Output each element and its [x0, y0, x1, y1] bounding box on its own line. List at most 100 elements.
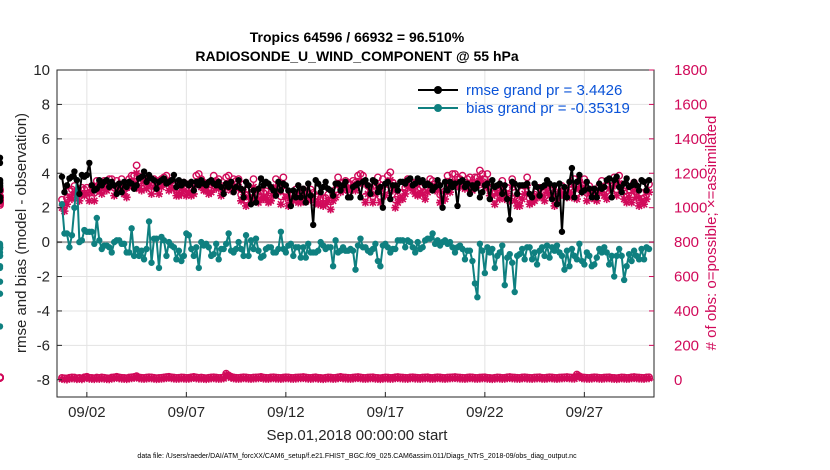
assimilated-marker — [179, 186, 188, 195]
rmse-point — [374, 188, 382, 196]
assimilated-marker — [132, 169, 141, 178]
rmse-point — [484, 180, 491, 187]
rmse-point — [640, 178, 648, 186]
bias-point — [593, 254, 600, 261]
rmse-point — [337, 187, 344, 194]
rmse-point — [394, 187, 401, 194]
bias-point — [489, 245, 496, 253]
assimilated-marker — [398, 195, 407, 204]
rmse-point — [319, 183, 327, 191]
rmse-point — [431, 183, 439, 191]
y-axis-label: rmse and bias (model - observation) — [13, 113, 30, 353]
assimilated-marker — [85, 196, 94, 205]
rejected-marker — [219, 374, 228, 383]
rmse-point — [302, 199, 309, 206]
bias-point — [88, 228, 96, 235]
bias-point — [531, 249, 538, 256]
rejected-marker — [575, 373, 584, 382]
assimilated-marker — [97, 189, 106, 198]
rmse-point — [160, 175, 168, 182]
rmse-point — [86, 159, 93, 167]
bias-point — [613, 252, 620, 260]
rejected-marker — [0, 373, 4, 382]
y2-tick-label: 400 — [674, 303, 699, 320]
y2-tick-label: 1400 — [674, 131, 707, 148]
bias-point — [175, 247, 183, 254]
y2-tick-label: 1800 — [674, 62, 707, 79]
rmse-point — [372, 178, 379, 186]
assimilated-marker — [242, 201, 251, 210]
rmse-point — [103, 176, 110, 184]
rmse-point — [546, 180, 553, 187]
rmse-point — [307, 192, 314, 199]
plot-frame — [56, 69, 655, 398]
rmse-point — [571, 194, 578, 201]
bias-point — [245, 252, 252, 260]
possible-marker — [386, 168, 395, 177]
assimilated-marker — [82, 189, 91, 198]
rmse-point — [61, 188, 68, 196]
assimilated-marker — [154, 189, 163, 198]
rmse-point — [133, 182, 140, 189]
bias-point — [128, 225, 135, 232]
rmse-point — [0, 159, 4, 167]
y-tick-label: -8 — [37, 372, 50, 389]
rmse-point — [0, 187, 4, 194]
legend-bias-label: bias grand pr = -0.35319 — [466, 100, 630, 117]
assimilated-marker — [635, 201, 644, 210]
x-axis-label: Sep.01,2018 00:00:00 start — [267, 427, 449, 444]
rmse-point — [232, 183, 240, 191]
rmse-point — [444, 187, 451, 194]
rmse-point — [608, 194, 615, 201]
bias-point — [412, 249, 419, 256]
rmse-point — [170, 171, 178, 179]
rmse-point — [300, 185, 307, 192]
rmse-point — [511, 180, 518, 187]
y2-tick-label: 800 — [674, 234, 699, 251]
possible-marker — [132, 161, 141, 170]
rejected-marker — [82, 373, 91, 382]
y-tick-label: 6 — [42, 131, 50, 148]
bias-point — [160, 237, 168, 244]
rmse-point — [439, 204, 446, 211]
assimilated-marker — [630, 186, 639, 195]
assimilated-marker — [207, 188, 216, 197]
bias-group — [0, 176, 653, 330]
bias-point — [252, 235, 260, 242]
rmse-point — [334, 180, 342, 187]
rmse-point — [586, 185, 593, 192]
assimilated-marker — [418, 189, 427, 198]
rmse-point — [329, 192, 337, 199]
assimilated-marker — [90, 196, 99, 205]
bias-point — [295, 244, 302, 251]
assimilated-marker — [391, 203, 400, 212]
rmse-point — [115, 180, 123, 187]
rmse-point — [252, 199, 260, 206]
rmse-point — [451, 180, 459, 187]
rmse-point — [588, 194, 596, 201]
assimilated-marker — [147, 189, 156, 198]
rmse-point — [255, 185, 262, 192]
bias-point — [392, 245, 399, 253]
assimilated-marker — [421, 195, 430, 204]
rmse-point — [285, 187, 292, 194]
rmse-point — [0, 194, 4, 201]
assimilated-marker — [137, 186, 146, 195]
rmse-point — [613, 173, 620, 180]
bias-point — [419, 244, 426, 251]
assimilated-marker — [368, 198, 377, 207]
rmse-point — [593, 194, 600, 201]
bias-point — [623, 263, 630, 270]
bias-point — [232, 245, 240, 253]
possible-marker — [249, 175, 258, 184]
data-file-footnote: data file: /Users/raeder/DAI/ATM_forcXX/… — [137, 453, 577, 460]
bias-point — [222, 240, 230, 248]
bias-point — [133, 245, 140, 253]
rmse-point — [257, 175, 265, 182]
bias-point — [479, 247, 486, 254]
rmse-point — [566, 178, 573, 186]
assimilated-marker — [488, 191, 497, 200]
bias-point — [501, 281, 508, 289]
assimilated-marker — [296, 198, 305, 207]
bias-point — [106, 244, 113, 251]
